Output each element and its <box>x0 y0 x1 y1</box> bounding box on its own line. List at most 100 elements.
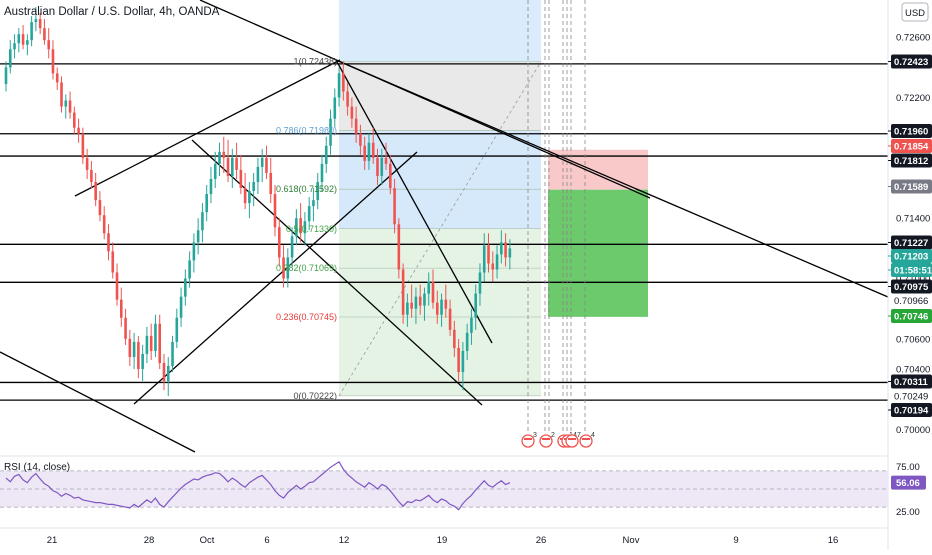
fib-zone <box>339 189 541 229</box>
candle-body <box>222 151 226 158</box>
candle-body <box>218 151 221 164</box>
candle-body <box>260 157 264 167</box>
event-flag-stripe <box>568 438 576 440</box>
price-tick-label: 0.70000 <box>896 425 930 436</box>
candle-body <box>440 299 443 315</box>
fib-trend-line <box>338 61 542 397</box>
candle-body <box>303 221 307 234</box>
candle-body <box>427 281 431 294</box>
candle-body <box>21 34 25 45</box>
candle-body <box>158 323 162 364</box>
time-tick-label: 9 <box>733 535 738 546</box>
candle-body <box>64 100 68 107</box>
candle-body <box>68 100 72 113</box>
candle-body <box>213 163 217 179</box>
candle-body <box>380 157 384 176</box>
candle-body <box>342 73 345 92</box>
candle-body <box>363 145 366 161</box>
candle-body <box>474 293 477 318</box>
candle-body <box>406 302 409 315</box>
candle-body <box>17 34 21 44</box>
candle-body <box>453 329 456 348</box>
rsi-value-badge <box>891 475 926 490</box>
currency-label: USD <box>905 8 925 19</box>
candle-body <box>60 82 63 107</box>
trendline <box>199 0 651 199</box>
rsi-tick-label: 75.00 <box>896 462 920 473</box>
time-tick-label: Oct <box>200 535 215 546</box>
candle-body <box>423 293 426 306</box>
candle-body <box>162 363 166 382</box>
price-label-text: 0.71854 <box>894 142 929 153</box>
fib-extension-zone <box>339 0 541 62</box>
price-label-badge <box>891 309 932 323</box>
candle-body <box>324 145 328 164</box>
candle-body <box>359 133 362 146</box>
candle-body <box>461 350 465 373</box>
currency-button <box>901 2 929 22</box>
candle-body <box>55 73 59 83</box>
fib-zone <box>339 268 541 317</box>
price-label-badge <box>891 235 932 250</box>
candle-body <box>13 43 16 50</box>
candle-body <box>371 142 375 158</box>
candle-body <box>90 169 93 182</box>
candle-body <box>4 67 8 84</box>
candle-body <box>141 353 144 370</box>
candle-body <box>85 157 89 170</box>
candle-body <box>226 157 230 176</box>
time-tick-label: Nov <box>623 535 640 546</box>
price-label-text: 0.71227 <box>894 238 928 249</box>
event-count-label: 3 <box>533 432 537 439</box>
candle-body <box>209 178 213 195</box>
candle-body <box>8 49 12 68</box>
candle-body <box>282 257 285 279</box>
price-label-text: 0.70249 <box>894 392 928 403</box>
candle-body <box>470 317 473 333</box>
candle-body <box>145 335 149 354</box>
candle-body <box>435 302 439 315</box>
candle-body <box>235 157 238 170</box>
candle-body <box>73 112 76 128</box>
price-tick-label: 0.72200 <box>896 93 930 104</box>
fib-level-label: 1(0.72438) <box>293 57 337 67</box>
fib-level-label: 0.236(0.70745) <box>276 312 337 322</box>
candle-body <box>504 242 507 258</box>
time-tick-label: 28 <box>144 535 155 546</box>
candle-body <box>495 254 499 270</box>
candle-body <box>166 366 170 382</box>
price-label-badge <box>891 153 932 168</box>
price-label-text: 0.71812 <box>894 156 928 167</box>
candle-body <box>102 215 106 234</box>
fib-level-label: 0.786(0.71980) <box>276 126 337 136</box>
candle-body <box>252 181 255 192</box>
price-tick-label: 0.70600 <box>896 334 930 345</box>
candle-body <box>175 317 179 342</box>
candle-body <box>98 200 102 216</box>
event-flag-stripe <box>542 438 550 440</box>
trendline <box>133 151 418 405</box>
candle-body <box>316 181 320 201</box>
candle-body <box>500 242 503 255</box>
candle-body <box>337 73 341 98</box>
candle-body <box>94 181 97 201</box>
candle-body <box>487 245 490 264</box>
candle-body <box>196 230 200 243</box>
fib-zone <box>339 130 541 190</box>
price-label-badge <box>891 179 932 194</box>
candle-body <box>354 118 358 134</box>
candle-body <box>188 260 191 279</box>
candle-body <box>401 269 405 315</box>
candle-body <box>124 317 127 339</box>
candle-body <box>277 227 281 258</box>
candle-body <box>179 296 183 318</box>
rsi-line <box>5 460 511 511</box>
price-label-badge <box>891 249 932 263</box>
price-label-badge <box>891 374 932 389</box>
candle-body <box>265 157 268 173</box>
candle-body <box>149 335 153 351</box>
candle-body <box>418 296 422 306</box>
candle-body <box>111 251 115 273</box>
